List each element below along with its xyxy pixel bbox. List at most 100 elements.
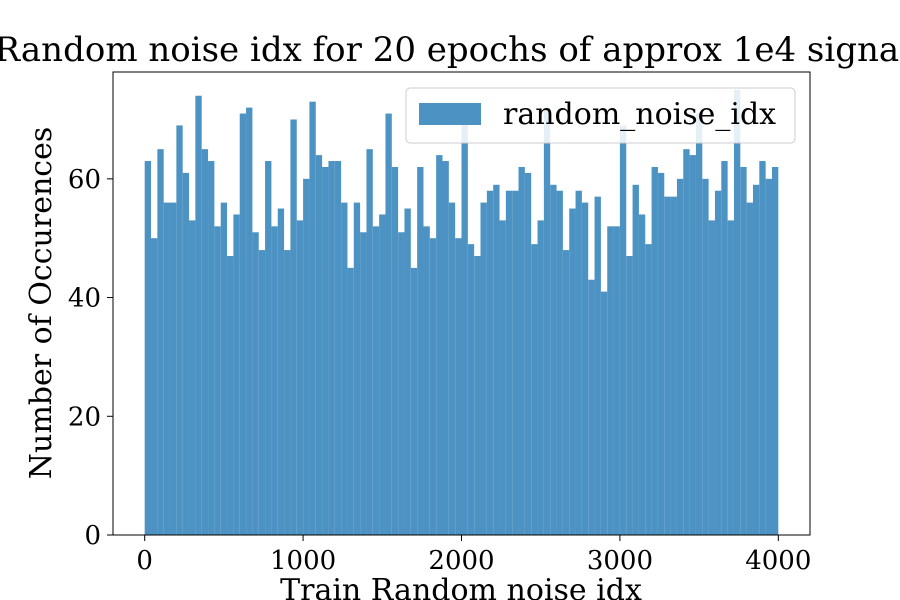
histogram-bar bbox=[360, 232, 367, 535]
histogram-bar bbox=[556, 190, 563, 535]
histogram-bar bbox=[619, 125, 627, 535]
histogram-bar bbox=[689, 155, 696, 535]
legend-box bbox=[405, 87, 796, 144]
y-tick-label: 20 bbox=[68, 402, 101, 432]
x-axis-ticks: 0 1000 2000 3000 4000 bbox=[136, 535, 811, 576]
histogram-bar bbox=[543, 107, 551, 535]
histogram-bar bbox=[455, 238, 462, 535]
y-axis-ticks: 0 20 40 60 bbox=[68, 165, 113, 551]
histogram-bar bbox=[752, 184, 760, 536]
histogram-bar bbox=[265, 161, 272, 536]
histogram-bar bbox=[429, 238, 437, 535]
histogram-bar bbox=[290, 119, 297, 535]
histogram-bar bbox=[208, 161, 215, 536]
histogram-bar bbox=[714, 190, 722, 535]
histogram-bar bbox=[227, 256, 234, 535]
histogram-bar bbox=[303, 178, 310, 535]
histogram-bar bbox=[670, 196, 677, 535]
histogram-bar bbox=[296, 220, 304, 535]
histogram-bar bbox=[353, 202, 361, 536]
histogram-bar bbox=[436, 155, 443, 535]
histogram-bar bbox=[537, 220, 544, 535]
histogram-bar bbox=[505, 190, 513, 535]
histogram-bar bbox=[588, 279, 595, 535]
histogram-bar bbox=[638, 214, 646, 535]
histogram-bar bbox=[385, 113, 392, 536]
histogram-bar bbox=[214, 226, 221, 536]
histogram-bar bbox=[189, 220, 196, 535]
histogram-bar bbox=[727, 220, 734, 535]
histogram-bar bbox=[626, 256, 633, 535]
histogram-bar bbox=[575, 190, 582, 535]
x-axis-label: Train Random noise idx bbox=[280, 573, 642, 600]
x-tick-label: 4000 bbox=[745, 546, 811, 576]
histogram-bar bbox=[765, 178, 772, 535]
x-tick-label: 3000 bbox=[587, 546, 653, 576]
y-tick-label: 0 bbox=[84, 521, 101, 551]
histogram-bar bbox=[410, 267, 418, 535]
y-tick-label: 40 bbox=[68, 284, 101, 314]
histogram-bar bbox=[474, 256, 481, 535]
histogram-bar bbox=[391, 166, 399, 535]
histogram-bar bbox=[151, 238, 158, 535]
histogram-bar bbox=[328, 161, 335, 536]
chart-title: Random noise idx for 20 epochs of approx… bbox=[0, 30, 900, 70]
histogram-bar bbox=[277, 208, 285, 535]
histogram-bar bbox=[695, 113, 703, 536]
histogram-bar bbox=[246, 107, 253, 535]
histogram-bar bbox=[632, 184, 639, 536]
histogram-bar bbox=[366, 149, 373, 535]
histogram-bar bbox=[733, 89, 741, 536]
histogram-bar bbox=[499, 220, 506, 535]
legend-label: random_noise_idx bbox=[503, 97, 776, 132]
legend: random_noise_idx bbox=[405, 87, 796, 144]
histogram-bar bbox=[322, 166, 329, 535]
histogram-bar bbox=[258, 250, 266, 536]
histogram-bar bbox=[613, 226, 620, 536]
y-axis-label: Number of Occurences bbox=[24, 127, 59, 479]
histogram-bar bbox=[702, 178, 709, 535]
histogram-bar bbox=[195, 95, 202, 535]
histogram-bar bbox=[284, 250, 291, 536]
histogram-bar bbox=[569, 208, 576, 535]
histogram-bar bbox=[163, 202, 171, 536]
legend-swatch bbox=[419, 103, 481, 125]
histogram-bar bbox=[341, 202, 348, 536]
histogram-bar bbox=[448, 202, 456, 536]
histogram-bar bbox=[480, 202, 487, 536]
histogram-bar bbox=[423, 226, 430, 536]
histogram-bar bbox=[170, 202, 177, 536]
x-tick-label: 2000 bbox=[428, 546, 494, 576]
histogram-bar bbox=[594, 196, 601, 535]
histogram-bar bbox=[721, 161, 728, 536]
bars-group bbox=[144, 89, 779, 536]
histogram-bar bbox=[524, 172, 532, 535]
histogram-bar bbox=[404, 208, 411, 535]
histogram-bar bbox=[271, 226, 278, 536]
histogram-bar bbox=[531, 244, 538, 535]
histogram-bar bbox=[607, 226, 614, 536]
histogram-bar bbox=[467, 244, 475, 535]
histogram-bar bbox=[201, 149, 209, 535]
histogram-bar bbox=[252, 232, 259, 535]
histogram-bar bbox=[683, 149, 690, 535]
histogram-bar bbox=[417, 166, 424, 535]
histogram-bar bbox=[315, 155, 323, 535]
histogram-bar bbox=[550, 184, 557, 536]
histogram-bar bbox=[157, 149, 164, 535]
x-tick-label: 0 bbox=[136, 546, 153, 576]
histogram-bar bbox=[759, 161, 766, 536]
histogram-bar bbox=[372, 226, 380, 536]
histogram-bar bbox=[581, 202, 589, 536]
histogram-bar bbox=[239, 113, 247, 536]
histogram-bar bbox=[651, 166, 658, 535]
histogram-bar bbox=[182, 172, 190, 535]
histogram-bar bbox=[442, 161, 449, 536]
histogram-bar bbox=[512, 190, 519, 535]
histogram-bar bbox=[746, 202, 753, 536]
histogram-bar bbox=[518, 166, 525, 535]
histogram-bar bbox=[220, 202, 228, 536]
x-tick-label: 1000 bbox=[270, 546, 336, 576]
